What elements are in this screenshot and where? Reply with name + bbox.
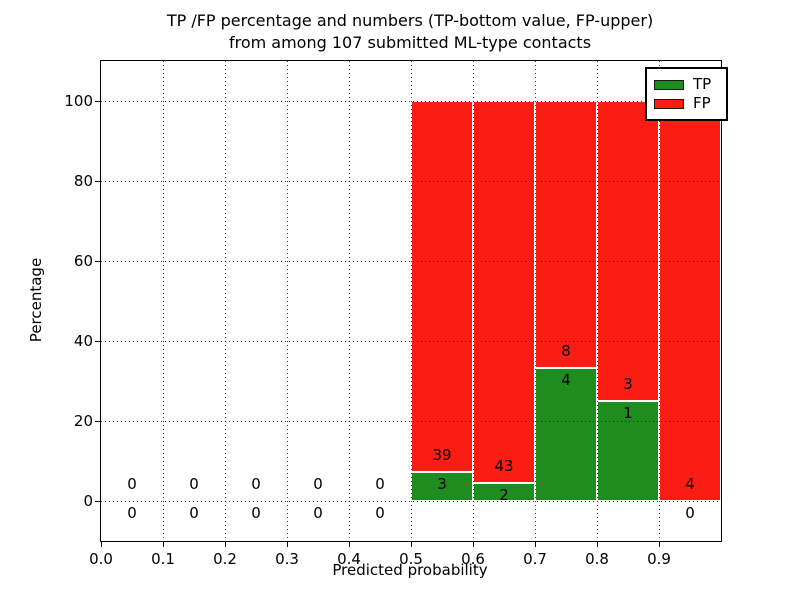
y-tick-40: [95, 341, 100, 342]
y-tick-label-20: 20: [73, 412, 93, 430]
fp-bar-0.8-0.9: [597, 101, 659, 401]
tp-count-0.8-0.9: 1: [623, 404, 633, 422]
x-tick-label-0.1: 0.1: [151, 550, 175, 568]
y-tick-label-0: 0: [83, 492, 93, 510]
chart-title-line2: from among 107 submitted ML-type contact…: [228, 33, 592, 52]
x-tick-0.2: [225, 542, 226, 547]
tp-legend-swatch: [654, 79, 684, 90]
y-tick-label-80: 80: [73, 172, 93, 190]
tp-count-0.0-0.1: 0: [127, 504, 137, 522]
x-tick-0.1: [163, 542, 164, 547]
fp-legend-swatch: [654, 98, 684, 109]
tp-count-0.7-0.8: 4: [561, 370, 571, 389]
tp-count-0.1-0.2: 0: [189, 504, 199, 522]
chart-title-line1: TP /FP percentage and numbers (TP-bottom…: [166, 11, 654, 30]
fp-count-0.8-0.9: 3: [623, 375, 633, 393]
x-tick-0.7: [535, 542, 536, 547]
y-tick-label-40: 40: [73, 332, 93, 350]
fp-bar-0.5-0.6: [411, 101, 473, 473]
plot-area: 0 0 0 0 0 0 0 0 0 0 39 3 43 2 8 4 3 1 4 0 0.0 0.1 0.2 0.3 0.4 0.…: [64, 60, 728, 568]
fp-count-0.2-0.3: 0: [251, 475, 261, 493]
x-axis-label: Predicted probability: [332, 561, 488, 579]
fp-count-0.0-0.1: 0: [127, 475, 137, 493]
x-tick-0.4: [349, 542, 350, 547]
y-tick-80: [95, 181, 100, 182]
tp-count-0.6-0.7: 2: [499, 486, 509, 505]
y-tick-20: [95, 421, 100, 422]
y-tick-60: [95, 261, 100, 262]
x-tick-0.9: [659, 542, 660, 547]
tp-count-0.5-0.6: 3: [437, 475, 447, 494]
y-tick-label-60: 60: [73, 252, 93, 270]
fp-legend-label: FP: [693, 94, 711, 112]
gridline-x-0.2: [225, 61, 226, 541]
fp-count-0.7-0.8: 8: [561, 341, 571, 360]
fp-count-0.9-1.0: 4: [685, 475, 695, 493]
gridline-x-0.7: [535, 61, 536, 541]
fp-bar-0.7-0.8: [535, 101, 597, 368]
legend: TP FP: [645, 67, 728, 121]
x-tick-0.6: [473, 542, 474, 547]
gridline-x-0.1: [163, 61, 164, 541]
x-tick-label-0.2: 0.2: [213, 550, 237, 568]
fp-bar-0.6-0.7: [473, 101, 535, 484]
fp-count-0.6-0.7: 43: [494, 457, 514, 476]
y-tick-0: [95, 501, 100, 502]
x-tick-0.8: [597, 542, 598, 547]
tp-bar-0.5-0.6: [411, 472, 473, 501]
x-tick-label-0.6: 0.6: [461, 550, 485, 568]
x-tick-label-0.8: 0.8: [585, 550, 609, 568]
legend-row-tp: TP: [654, 76, 726, 93]
fp-count-0.5-0.6: 39: [432, 446, 452, 465]
tp-count-0.4-0.5: 0: [375, 504, 385, 522]
gridline-x-0.4: [349, 61, 350, 541]
tp-count-0.9-1.0: 0: [685, 504, 695, 522]
gridline-x-0.9: [659, 61, 660, 541]
x-tick-label-0.9: 0.9: [647, 550, 671, 568]
x-tick-label-0.4: 0.4: [337, 550, 361, 568]
fp-count-0.4-0.5: 0: [375, 475, 385, 493]
x-tick-label-0.5: 0.5: [399, 550, 423, 568]
gridline-x-0.6: [473, 61, 474, 541]
fp-count-0.3-0.4: 0: [313, 475, 323, 493]
gridline-x-0.8: [597, 61, 598, 541]
y-tick-label-100: 100: [64, 92, 93, 110]
x-tick-0.3: [287, 542, 288, 547]
x-tick-label-0.3: 0.3: [275, 550, 299, 568]
y-tick-100: [95, 101, 100, 102]
x-tick-0.5: [411, 542, 412, 547]
x-tick-0.0: [101, 542, 102, 547]
x-tick-label-0.7: 0.7: [523, 550, 547, 568]
tp-legend-label: TP: [693, 75, 712, 93]
gridline-x-0.5: [411, 61, 412, 541]
fp-bar-0.9-1.0: [659, 101, 721, 501]
y-axis-label: Percentage: [27, 257, 45, 343]
x-tick-label-0.0: 0.0: [89, 550, 113, 568]
chart-title: TP /FP percentage and numbers (TP-bottom…: [100, 10, 720, 54]
fp-count-0.1-0.2: 0: [189, 475, 199, 493]
tp-count-0.3-0.4: 0: [313, 504, 323, 522]
legend-row-fp: FP: [654, 95, 726, 112]
tp-count-0.2-0.3: 0: [251, 504, 261, 522]
gridline-x-0.3: [287, 61, 288, 541]
